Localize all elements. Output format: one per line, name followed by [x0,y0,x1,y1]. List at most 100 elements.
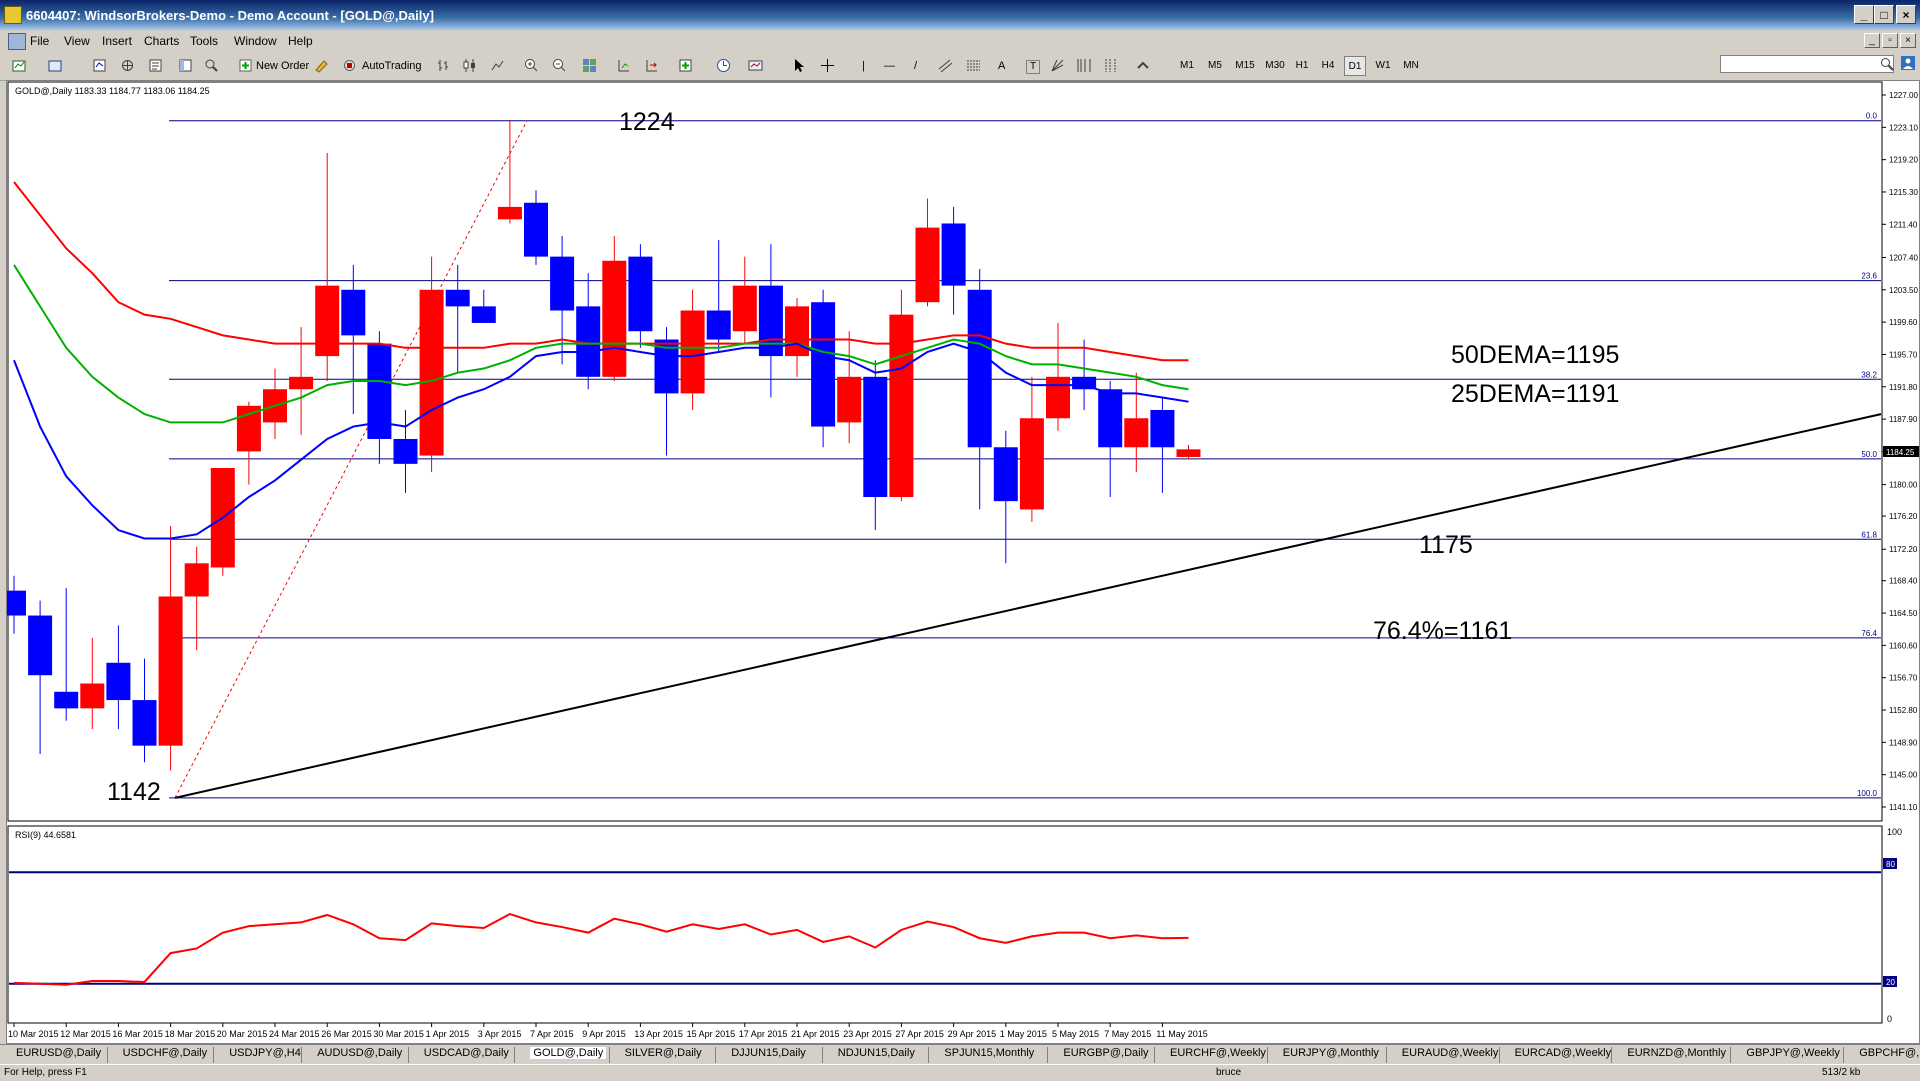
symbol-tab[interactable]: GBPCHF@,H1 [1859,1047,1920,1059]
fibo-time-zones-icon[interactable] [1076,58,1091,73]
cursor-icon[interactable] [792,58,807,73]
trendline-tool[interactable]: / [914,60,918,72]
menu-tools[interactable]: Tools [190,34,219,48]
menu-file[interactable]: File [30,34,50,48]
symbol-tab[interactable]: GBPJPY@,Weekly [1746,1047,1840,1059]
candle-body [993,447,1018,502]
autotrading-button[interactable]: AutoTrading [362,60,422,72]
date-tick-label: 7 Apr 2015 [530,1029,574,1039]
terminal-icon[interactable] [178,58,193,73]
tab-separator [1843,1047,1845,1063]
data-window-icon[interactable] [148,58,163,73]
tab-separator [1266,1047,1268,1063]
child-restore-button[interactable]: ▫ [1882,33,1898,48]
menu-insert[interactable]: Insert [102,34,133,48]
new-order-button[interactable]: New Order [256,60,310,72]
symbol-tab[interactable]: NDJUN15,Daily [837,1047,915,1059]
navigator-icon[interactable] [120,58,135,73]
vertical-line-tool[interactable]: | [862,60,865,72]
symbol-tab[interactable]: USDCAD@,Daily [423,1047,509,1059]
chart-window[interactable]: 0.0 23.6 38.2 50.0 61.8 76.4 100.0 1227.00 1223… [6,80,1920,1044]
symbol-tab[interactable]: GOLD@,Daily [530,1047,607,1059]
menu-help[interactable]: Help [288,34,313,48]
symbol-tab[interactable]: USDJPY@,H4 [229,1047,301,1059]
symbol-tab[interactable]: AUDUSD@,Daily [317,1047,403,1059]
symbol-tab[interactable]: SPJUN15,Monthly [944,1047,1035,1059]
symbol-tab[interactable]: EURAUD@,Weekly [1401,1047,1499,1059]
indicators-icon[interactable] [678,58,693,73]
child-close-button[interactable]: × [1900,33,1916,48]
bar-chart-icon[interactable] [436,58,451,73]
symbol-tab[interactable]: EURCHF@,Weekly [1170,1047,1266,1059]
arrows-icon[interactable] [1136,58,1151,73]
chart-shift-icon[interactable] [616,58,631,73]
timeframe-m30[interactable]: M30 [1265,60,1285,71]
minimize-button[interactable]: _ [1854,5,1874,24]
menu-window[interactable]: Window [234,34,277,48]
crosshair-icon[interactable] [820,58,835,73]
menu-view[interactable]: View [64,34,90,48]
timeframe-m1[interactable]: M1 [1180,60,1194,71]
profiles-icon[interactable] [48,58,63,73]
strategy-tester-icon[interactable] [204,58,219,73]
autotrading-icon[interactable] [342,58,357,73]
line-chart-icon[interactable] [490,58,505,73]
symbol-tab[interactable]: EURJPY@,Monthly [1282,1047,1379,1059]
price-tick-label: 1223.10 [1889,123,1918,132]
templates-icon[interactable] [748,58,763,73]
horizontal-line-tool[interactable]: — [884,60,895,72]
toolbar: New Order AutoTrading | — / A T M1 M5 M1… [0,52,1920,81]
rsi-header: RSI(9) 44.6581 [15,830,76,840]
symbol-tab[interactable]: DJJUN15,Daily [731,1047,806,1059]
date-tick-label: 1 May 2015 [1000,1029,1047,1039]
symbol-tab[interactable]: EURNZD@,Monthly [1627,1047,1726,1059]
tile-windows-icon[interactable] [582,58,597,73]
text-label-tool[interactable]: T [1026,60,1040,74]
timeframe-w1[interactable]: W1 [1375,60,1391,71]
timeframe-m15[interactable]: M15 [1235,60,1255,71]
periods-icon[interactable] [716,58,731,73]
chart-canvas[interactable]: 0.0 23.6 38.2 50.0 61.8 76.4 100.0 1227.00 1223… [7,81,1919,1043]
gann-fan-icon[interactable] [1050,58,1065,73]
symbol-tab[interactable]: USDCHF@,Daily [122,1047,208,1059]
new-chart-icon[interactable] [12,58,27,73]
price-pane[interactable] [7,81,1883,822]
search-input[interactable] [1720,55,1894,73]
text-tool[interactable]: A [998,60,1006,72]
fib-level-label: 23.6 [1861,272,1877,281]
tab-separator [213,1047,215,1063]
tab-separator [928,1047,930,1063]
timeframe-h4[interactable]: H4 [1321,60,1335,71]
symbol-tab[interactable]: EURCAD@,Weekly [1514,1047,1612,1059]
timeframe-mn[interactable]: MN [1403,60,1419,71]
new-order-icon[interactable] [238,58,253,73]
market-watch-icon[interactable] [92,58,107,73]
timeframe-h1[interactable]: H1 [1295,60,1309,71]
candle-body [471,306,496,323]
maximize-button[interactable]: □ [1874,5,1894,24]
timeframe-d1[interactable]: D1 [1344,56,1366,76]
candle-body [811,302,836,427]
date-tick-label: 24 Mar 2015 [269,1029,320,1039]
close-button[interactable]: × [1896,5,1916,24]
zoom-out-icon[interactable] [552,58,567,73]
search-icon[interactable] [1880,57,1894,71]
rsi-level-20-box [1883,976,1897,987]
candle-body [628,256,653,332]
timeframe-m5[interactable]: M5 [1208,60,1222,71]
fibonacci-icon[interactable] [966,58,981,73]
child-minimize-button[interactable]: _ [1864,33,1880,48]
price-tick-label: 1156.70 [1889,674,1918,683]
candle-body [915,227,940,303]
symbol-tab[interactable]: EURUSD@,Daily [16,1047,102,1059]
candlestick-icon[interactable] [462,58,477,73]
symbol-tab[interactable]: SILVER@,Daily [624,1047,702,1059]
equidistant-channel-icon[interactable] [938,58,953,73]
symbol-tab[interactable]: EURGBP@,Daily [1063,1047,1149,1059]
fibo-fan-icon[interactable] [1104,58,1119,73]
menu-charts[interactable]: Charts [144,34,180,48]
zoom-in-icon[interactable] [524,58,539,73]
autoscroll-icon[interactable] [644,58,659,73]
community-icon[interactable] [1900,55,1916,71]
metaeditor-icon[interactable] [314,58,329,73]
